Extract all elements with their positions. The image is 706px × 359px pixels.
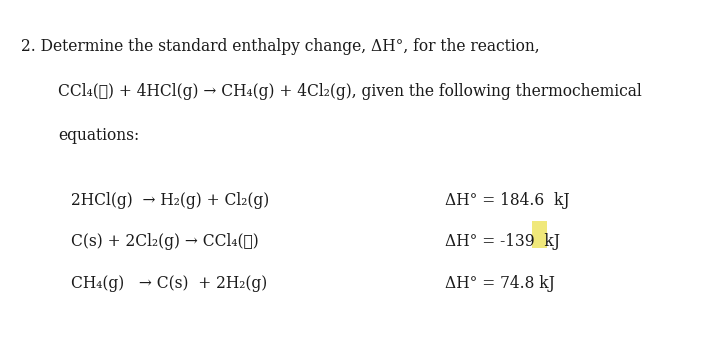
Text: ΔH° = 74.8 kJ: ΔH° = 74.8 kJ — [445, 275, 555, 292]
Text: equations:: equations: — [58, 127, 139, 144]
Text: 2HCl(g)  → H₂(g) + Cl₂(g): 2HCl(g) → H₂(g) + Cl₂(g) — [71, 192, 269, 209]
Text: C(s) + 2Cl₂(g) → CCl₄(ℓ): C(s) + 2Cl₂(g) → CCl₄(ℓ) — [71, 233, 258, 250]
Text: ΔH° = 184.6  kJ: ΔH° = 184.6 kJ — [445, 192, 570, 209]
FancyBboxPatch shape — [532, 221, 547, 248]
Text: CH₄(g)   → C(s)  + 2H₂(g): CH₄(g) → C(s) + 2H₂(g) — [71, 275, 267, 292]
Text: 2. Determine the standard enthalpy change, ΔH°, for the reaction,: 2. Determine the standard enthalpy chang… — [21, 38, 540, 55]
Text: ΔH° = -139  kJ: ΔH° = -139 kJ — [445, 233, 560, 250]
Text: CCl₄(ℓ) + 4HCl(g) → CH₄(g) + 4Cl₂(g), given the following thermochemical: CCl₄(ℓ) + 4HCl(g) → CH₄(g) + 4Cl₂(g), gi… — [58, 83, 642, 99]
